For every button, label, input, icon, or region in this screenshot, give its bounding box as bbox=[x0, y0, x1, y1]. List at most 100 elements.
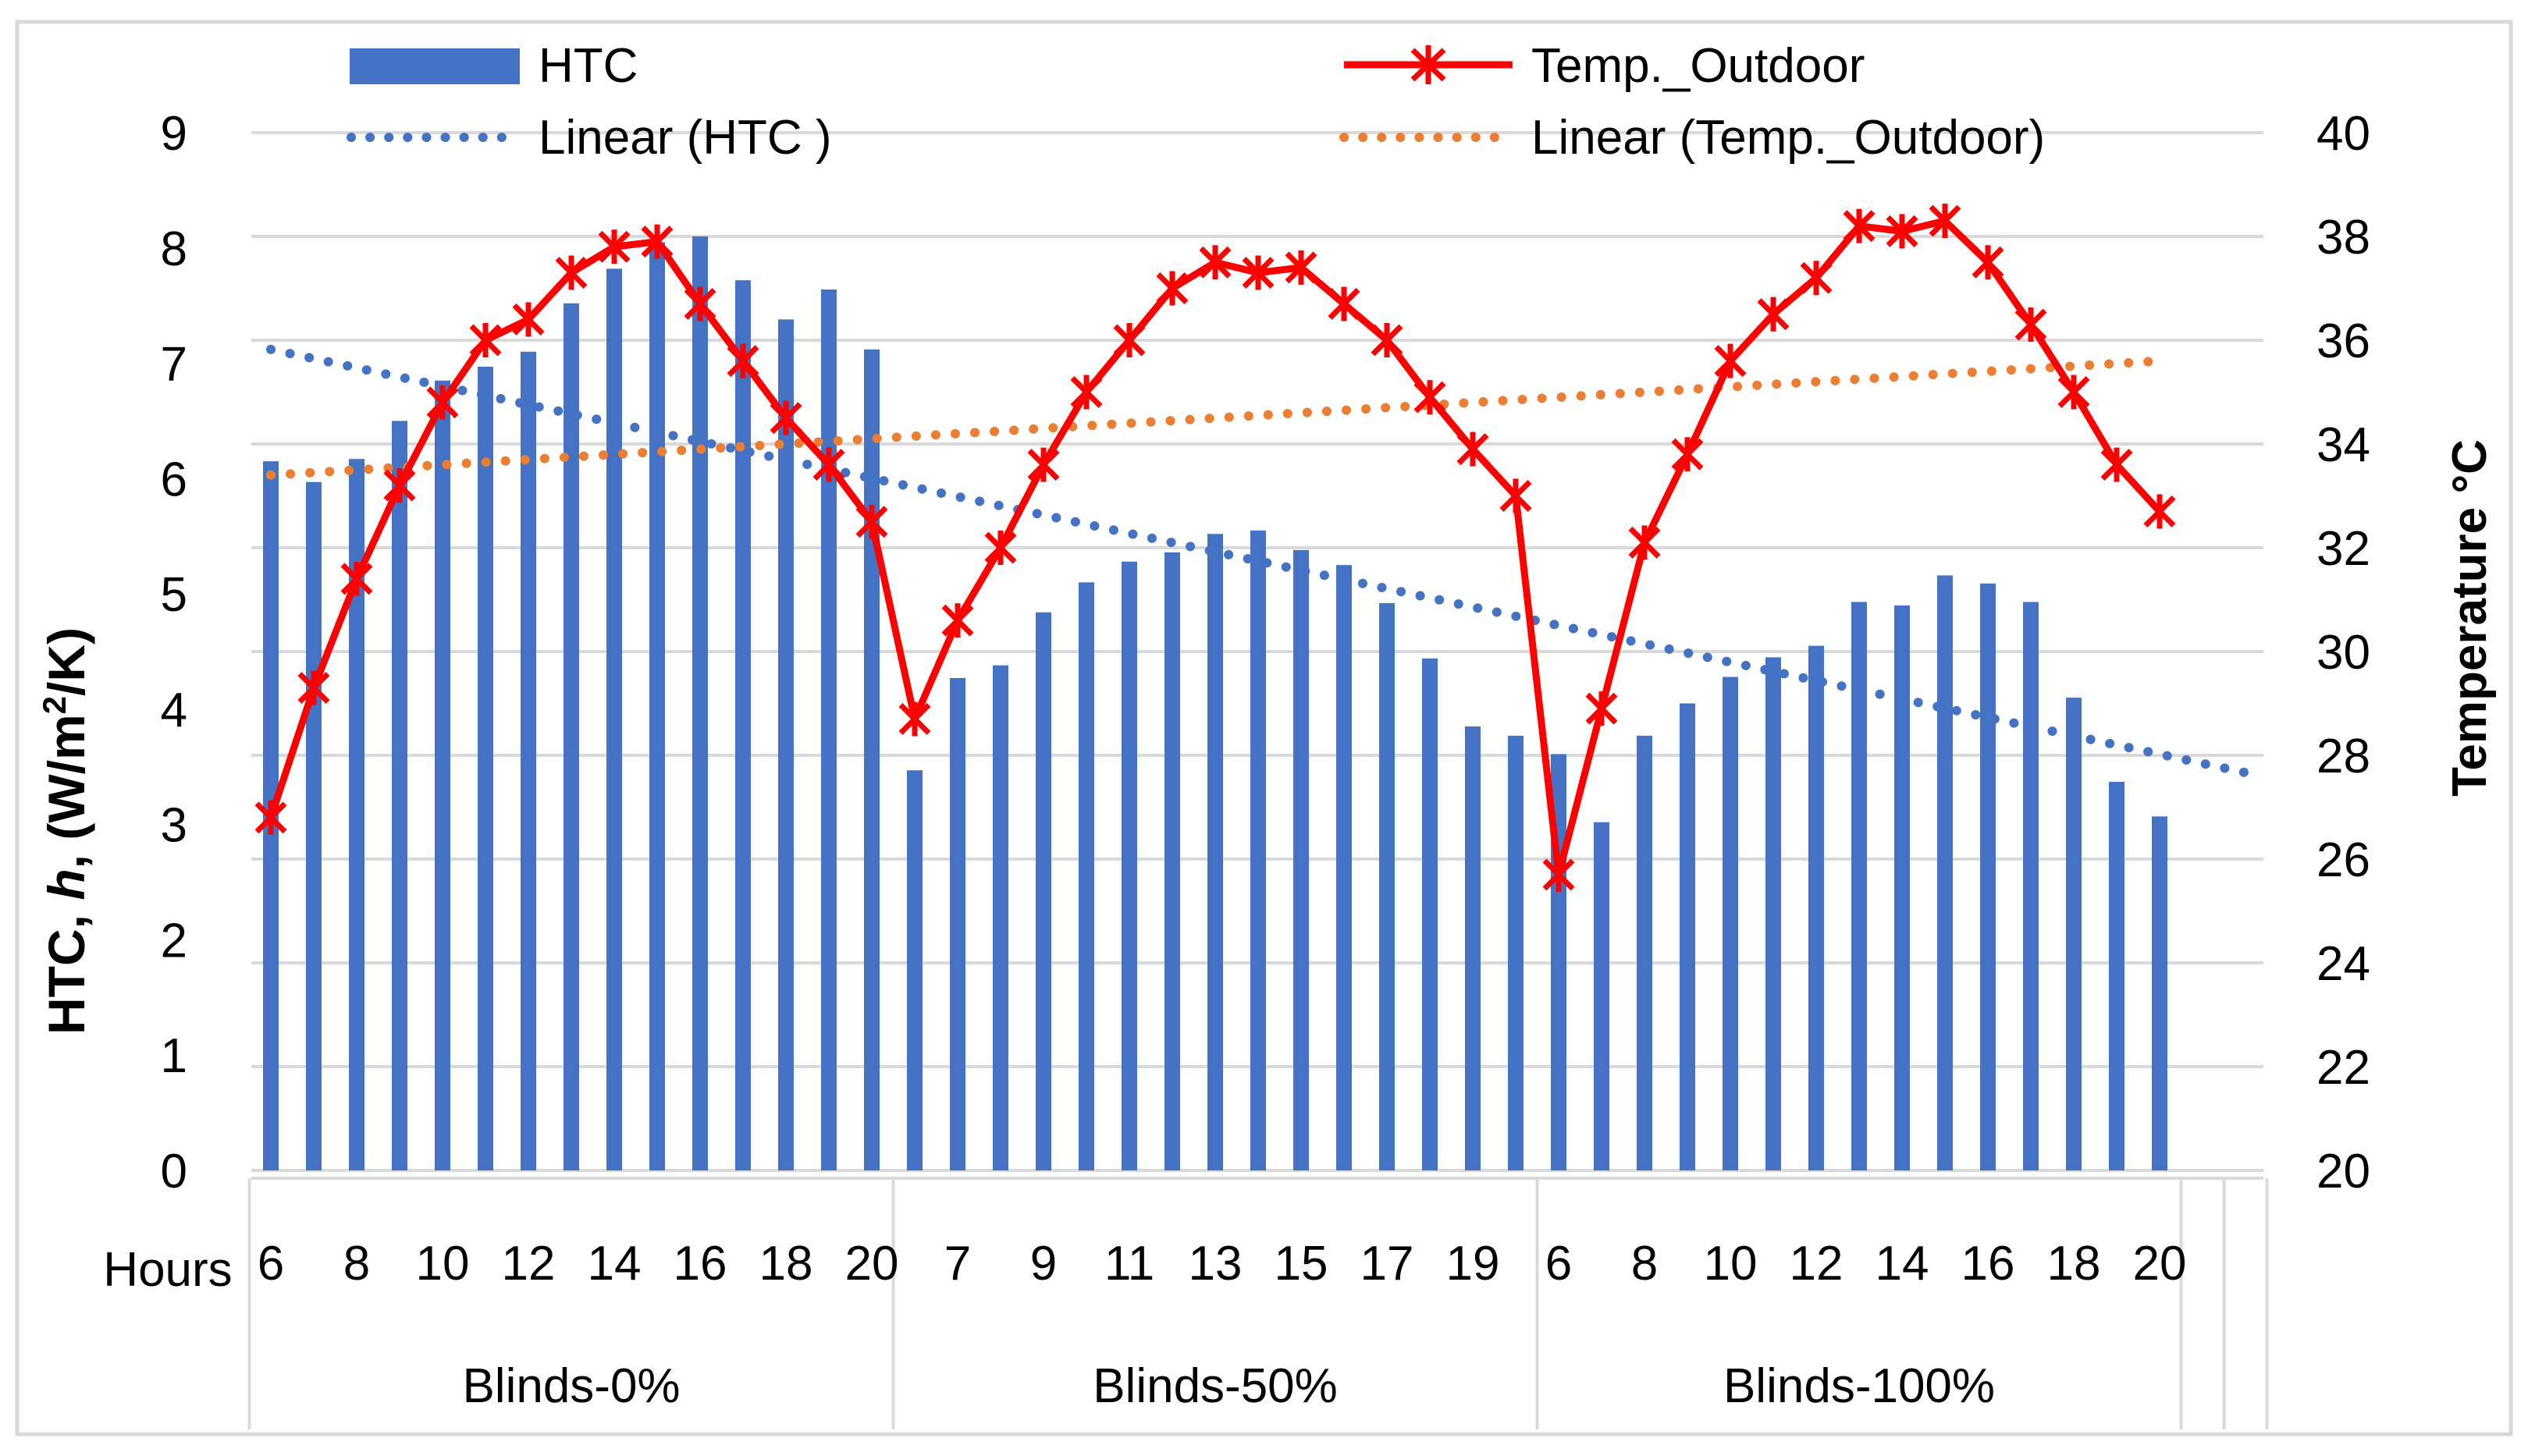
legend: HTC Temp._Outdoor Linear (HTC ) Linear (… bbox=[347, 39, 2045, 165]
temp-outdoor-marker bbox=[469, 323, 502, 357]
temp-outdoor-marker bbox=[1585, 691, 1618, 726]
temp-outdoor-marker bbox=[1929, 204, 1961, 239]
htc-bar bbox=[1594, 822, 1609, 1170]
temp-outdoor-marker bbox=[1542, 857, 1575, 892]
y-left-tick-label: 9 bbox=[161, 107, 187, 161]
temp-outdoor-marker bbox=[2057, 375, 2090, 410]
temp-outdoor-marker bbox=[1800, 261, 1833, 296]
temp-outdoor-marker bbox=[1757, 297, 1790, 332]
temp-outdoor-marker bbox=[855, 504, 888, 539]
x-tick-label: 10 bbox=[416, 1237, 470, 1291]
y-right-tick-label: 30 bbox=[2316, 626, 2370, 680]
y-right-tick-label: 38 bbox=[2316, 211, 2370, 265]
temp-outdoor-marker bbox=[426, 385, 459, 420]
htc-bar bbox=[1164, 552, 1180, 1170]
x-tick-label: 14 bbox=[1876, 1237, 1929, 1291]
grid-layer bbox=[251, 131, 2263, 1172]
x-axis-title: Hours bbox=[103, 1243, 232, 1297]
htc-bar bbox=[1637, 735, 1652, 1170]
y-right-tick-label: 24 bbox=[2316, 937, 2370, 991]
temp-outdoor-marker bbox=[2143, 494, 2176, 529]
y-right-tick-label: 40 bbox=[2316, 107, 2370, 161]
temp-outdoor-marker bbox=[1843, 208, 1876, 243]
x-group-label: Blinds-100% bbox=[1723, 1359, 1995, 1413]
x-tick-label: 8 bbox=[343, 1237, 370, 1291]
htc-bar bbox=[435, 380, 450, 1170]
htc-bar bbox=[2152, 816, 2167, 1170]
temp-outdoor-marker bbox=[770, 400, 802, 435]
temp-outdoor-marker bbox=[340, 561, 373, 596]
temp-outdoor-marker bbox=[641, 224, 674, 259]
y-left-title-part-5: /K) bbox=[37, 627, 95, 696]
x-tick-label: 16 bbox=[674, 1237, 727, 1291]
htc-bar bbox=[478, 366, 493, 1170]
htc-bar bbox=[1851, 602, 1867, 1170]
temp-outdoor-marker bbox=[555, 255, 588, 290]
temp-outdoor-marker bbox=[684, 286, 716, 321]
bars-layer bbox=[263, 236, 2167, 1171]
htc-bar bbox=[649, 242, 665, 1170]
htc-bar bbox=[907, 770, 923, 1170]
y-right-tick-label: 36 bbox=[2316, 314, 2370, 368]
x-tick-label: 16 bbox=[1961, 1237, 2015, 1291]
temp-outdoor-marker bbox=[383, 468, 416, 503]
htc-bar bbox=[1079, 582, 1094, 1170]
x-tick-label: 11 bbox=[1104, 1237, 1154, 1291]
temp-outdoor-marker bbox=[1886, 214, 1918, 249]
x-tick-label: 18 bbox=[2047, 1237, 2101, 1291]
x-tick-label: 20 bbox=[2133, 1237, 2187, 1291]
htc-bar bbox=[1036, 612, 1051, 1170]
htc-bar bbox=[1336, 565, 1352, 1170]
htc-bar bbox=[2109, 781, 2124, 1170]
x-group-label: Blinds-0% bbox=[462, 1359, 680, 1413]
htc-bar bbox=[1250, 530, 1266, 1170]
x-tick-label: 8 bbox=[1631, 1237, 1658, 1291]
x-tick-label: 19 bbox=[1446, 1237, 1500, 1291]
x-tick-label: 20 bbox=[845, 1237, 899, 1291]
x-tick-label: 12 bbox=[1790, 1237, 1844, 1291]
htc-bar bbox=[564, 303, 579, 1170]
htc-bar bbox=[950, 677, 965, 1170]
temp-outdoor-marker bbox=[598, 229, 631, 265]
y-right-tick-label: 34 bbox=[2316, 418, 2370, 472]
temp-outdoor-marker bbox=[254, 800, 287, 835]
temp-outdoor-marker bbox=[2014, 307, 2047, 343]
htc-bar bbox=[993, 665, 1008, 1170]
x-tick-label: 13 bbox=[1189, 1237, 1243, 1291]
temp-outdoor-marker bbox=[1199, 245, 1232, 280]
x-tick-label: 17 bbox=[1360, 1237, 1414, 1291]
legend-htc-swatch bbox=[350, 48, 520, 84]
htc-bar bbox=[521, 351, 536, 1170]
temp-outdoor-marker bbox=[1371, 323, 1403, 357]
temp-outdoor-marker bbox=[1113, 323, 1146, 357]
x-group-label: Blinds-50% bbox=[1093, 1359, 1338, 1413]
y-left-tick-label: 1 bbox=[161, 1029, 187, 1083]
y-left-tick-label: 5 bbox=[161, 568, 187, 622]
temp-outdoor-marker bbox=[297, 670, 330, 705]
temp-outdoor-marker bbox=[1328, 286, 1360, 321]
htc-bar bbox=[2066, 698, 2082, 1170]
htc-bar bbox=[735, 280, 751, 1171]
y-right-axis-title: Temperature °C bbox=[2443, 439, 2497, 797]
temp-outdoor-marker bbox=[941, 603, 974, 638]
y-left-tick-label: 7 bbox=[161, 338, 187, 392]
htc-bar bbox=[1293, 549, 1309, 1170]
y-left-title-part-1: HTC, bbox=[37, 900, 95, 1035]
x-tick-label: 12 bbox=[502, 1237, 556, 1291]
temp-outdoor-marker bbox=[898, 701, 931, 737]
htc-bar bbox=[1122, 561, 1137, 1170]
htc-bar bbox=[306, 481, 322, 1170]
x-tick-label: 6 bbox=[1545, 1237, 1572, 1291]
htc-bar bbox=[1937, 575, 1953, 1170]
y-left-axis-title: HTC, h, (W/m2/K) bbox=[36, 627, 95, 1035]
temp-outdoor-marker bbox=[1070, 375, 1103, 410]
x-tick-label: 15 bbox=[1275, 1237, 1328, 1291]
x-tick-label: 18 bbox=[759, 1237, 813, 1291]
y-left-tick-label: 0 bbox=[161, 1145, 187, 1199]
htc-bar bbox=[1508, 735, 1524, 1170]
htc-bar bbox=[2023, 602, 2039, 1170]
x-tick-label: 6 bbox=[258, 1237, 284, 1291]
htc-bar bbox=[349, 459, 364, 1170]
